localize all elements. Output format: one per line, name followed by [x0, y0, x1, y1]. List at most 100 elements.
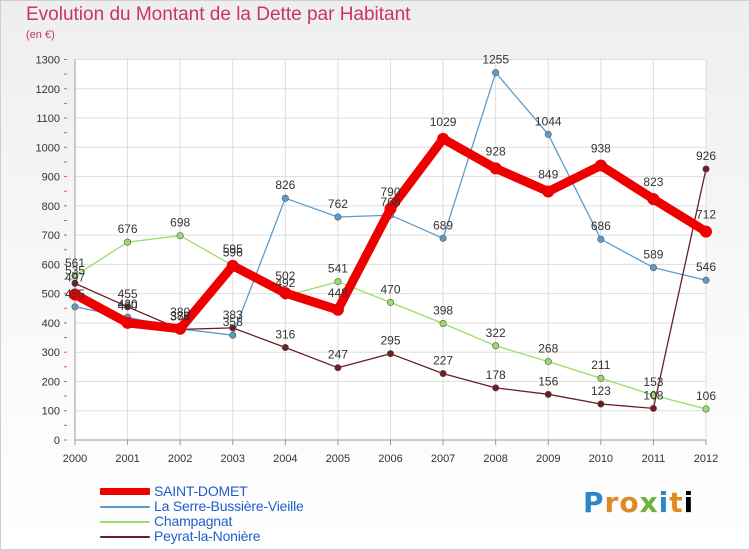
legend-swatch	[100, 521, 150, 523]
data-label: 768	[380, 195, 400, 209]
data-label: 561	[65, 256, 85, 270]
data-point	[700, 225, 712, 238]
x-tick-label: 2000	[63, 453, 87, 465]
axis-layer: 0 100 200 300 400 500 600 700 800 900 1000 1100 1200…	[36, 55, 719, 466]
data-label: 926	[696, 149, 716, 163]
data-point	[174, 322, 187, 335]
data-label: 398	[433, 304, 453, 318]
x-tick-label: 2007	[431, 453, 455, 465]
data-label: 849	[538, 168, 558, 182]
chart-subtitle: (en €)	[26, 29, 55, 41]
y-tick-label: 800	[42, 201, 60, 213]
logo-letter: r	[604, 486, 620, 519]
y-tick-label: 100	[42, 406, 60, 418]
data-point	[544, 358, 552, 366]
y-tick-label: 600	[42, 259, 60, 271]
data-label: 380	[170, 305, 190, 319]
data-label: 712	[696, 208, 716, 222]
data-label: 153	[643, 375, 663, 389]
data-label: 380	[170, 309, 190, 323]
data-label: 420	[118, 297, 138, 311]
data-label: 928	[486, 144, 506, 158]
data-label: 295	[380, 334, 400, 348]
y-tick-label: 1100	[36, 113, 60, 125]
data-point	[69, 288, 81, 301]
data-point	[597, 374, 605, 382]
legend-label: SAINT-DOMET	[154, 483, 248, 499]
x-tick-label: 2012	[694, 453, 718, 465]
data-label: 1044	[535, 114, 562, 128]
logo-letter: i	[683, 486, 695, 519]
data-label: 268	[538, 342, 558, 356]
data-label: 455	[65, 287, 85, 301]
data-label: 123	[591, 384, 611, 398]
data-label: 686	[591, 219, 611, 233]
data-point	[124, 303, 132, 311]
data-point	[439, 234, 447, 242]
data-label: 790	[380, 185, 400, 199]
logo-letter: P	[583, 486, 605, 519]
y-tick-label: 1300	[36, 55, 60, 67]
y-tick-label: 400	[42, 318, 60, 330]
data-label: 546	[696, 260, 716, 274]
legend-label: Champagnat	[154, 513, 233, 529]
x-tick-label: 2008	[483, 453, 507, 465]
series-layer	[69, 69, 712, 413]
data-point	[124, 238, 132, 246]
data-label: 322	[486, 326, 506, 340]
logo-letter: x	[639, 486, 659, 519]
data-label: 938	[591, 141, 611, 155]
data-label: 823	[643, 175, 663, 189]
data-label: 497	[65, 271, 85, 285]
logo-letter: o	[619, 486, 640, 519]
chart-title: Evolution du Montant de la Dette par Hab…	[26, 4, 411, 25]
data-label: 595	[223, 242, 243, 256]
data-point	[544, 390, 552, 398]
y-tick-label: 1200	[36, 84, 60, 96]
data-point	[544, 130, 552, 138]
data-label: 826	[275, 178, 295, 192]
legend-swatch	[100, 506, 150, 508]
data-point	[492, 384, 500, 392]
data-label: 1255	[482, 53, 509, 67]
data-point	[386, 298, 394, 306]
data-point	[702, 405, 710, 413]
data-point	[597, 235, 605, 243]
data-label: 378	[170, 309, 190, 323]
y-tick-label: 1000	[36, 142, 60, 154]
data-label: 211	[591, 358, 610, 372]
x-tick-label: 2002	[168, 453, 192, 465]
data-label: 492	[275, 276, 295, 290]
x-tick-label: 2003	[221, 453, 245, 465]
y-tick-label: 300	[42, 347, 60, 359]
data-label: 383	[223, 308, 243, 322]
data-point	[542, 185, 555, 198]
data-label: 470	[380, 282, 400, 296]
data-label: 762	[328, 197, 348, 211]
data-label: 227	[433, 354, 453, 368]
data-point	[176, 232, 184, 240]
data-label: 596	[223, 246, 243, 260]
data-point	[334, 278, 342, 286]
data-label: 358	[223, 315, 243, 329]
data-label: 455	[118, 287, 138, 301]
data-point	[649, 404, 657, 412]
legend-swatch	[100, 488, 150, 495]
data-label: 156	[538, 374, 558, 388]
data-label: 535	[65, 263, 85, 277]
data-point	[649, 264, 657, 272]
data-point	[229, 331, 237, 339]
y-tick-label: 0	[54, 435, 60, 447]
data-point	[489, 162, 502, 175]
data-point	[492, 342, 500, 350]
data-label: 106	[696, 389, 716, 403]
data-label: 689	[433, 218, 453, 232]
data-label: 178	[486, 368, 506, 382]
logo-letter: i	[658, 486, 670, 519]
data-label: 445	[328, 286, 348, 300]
y-tick-label: 200	[42, 376, 60, 388]
data-point	[437, 132, 450, 145]
data-point	[279, 287, 292, 300]
